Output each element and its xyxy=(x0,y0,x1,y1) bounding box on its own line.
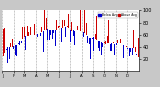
Bar xyxy=(20,42,21,59)
Bar xyxy=(34,24,35,35)
Bar xyxy=(30,27,31,35)
Bar xyxy=(62,20,63,28)
Bar xyxy=(61,28,62,42)
Bar xyxy=(133,30,134,48)
Bar xyxy=(49,30,50,40)
Bar xyxy=(51,29,52,30)
Bar xyxy=(124,38,125,45)
Bar xyxy=(67,26,68,27)
Bar xyxy=(13,46,14,49)
Bar xyxy=(56,20,57,30)
Bar xyxy=(136,54,137,55)
Bar xyxy=(53,30,54,33)
Bar xyxy=(74,31,75,45)
Bar xyxy=(32,31,33,35)
Bar xyxy=(111,43,112,51)
Legend: Below Avg, Above Avg: Below Avg, Above Avg xyxy=(98,12,138,18)
Bar xyxy=(43,31,44,52)
Bar xyxy=(16,45,17,56)
Bar xyxy=(58,26,59,28)
Bar xyxy=(84,10,85,33)
Bar xyxy=(65,27,66,37)
Bar xyxy=(28,32,29,36)
Bar xyxy=(107,36,108,43)
Bar xyxy=(96,16,97,40)
Bar xyxy=(102,43,103,47)
Bar xyxy=(120,39,121,43)
Bar xyxy=(72,30,73,40)
Bar xyxy=(83,32,84,37)
Bar xyxy=(46,18,47,30)
Bar xyxy=(108,20,109,43)
Bar xyxy=(132,48,133,55)
Bar xyxy=(41,27,42,32)
Bar xyxy=(86,23,87,35)
Bar xyxy=(119,37,120,43)
Bar xyxy=(25,36,26,50)
Bar xyxy=(55,30,56,46)
Bar xyxy=(9,47,10,59)
Bar xyxy=(138,38,139,57)
Bar xyxy=(50,30,51,35)
Bar xyxy=(123,45,124,58)
Bar xyxy=(80,10,81,31)
Bar xyxy=(101,42,102,55)
Bar xyxy=(81,23,82,31)
Bar xyxy=(21,41,22,44)
Bar xyxy=(70,30,71,42)
Bar xyxy=(18,43,19,44)
Bar xyxy=(71,22,72,31)
Bar xyxy=(19,41,20,45)
Bar xyxy=(98,41,99,48)
Bar xyxy=(27,26,28,36)
Bar xyxy=(10,43,11,47)
Bar xyxy=(52,30,53,39)
Bar xyxy=(95,34,96,39)
Bar xyxy=(37,34,38,37)
Bar xyxy=(4,28,5,53)
Bar xyxy=(3,29,4,56)
Bar xyxy=(89,38,90,44)
Bar xyxy=(90,38,91,59)
Bar xyxy=(121,44,122,48)
Bar xyxy=(77,26,78,30)
Bar xyxy=(22,27,23,39)
Bar xyxy=(117,40,118,43)
Bar xyxy=(135,47,136,52)
Bar xyxy=(131,44,132,49)
Bar xyxy=(126,46,127,48)
Bar xyxy=(91,37,92,44)
Bar xyxy=(93,37,94,51)
Bar xyxy=(39,33,40,35)
Bar xyxy=(40,33,41,36)
Bar xyxy=(112,43,113,53)
Bar xyxy=(15,45,16,55)
Bar xyxy=(92,38,93,39)
Bar xyxy=(114,44,115,55)
Bar xyxy=(122,40,123,44)
Bar xyxy=(105,41,106,44)
Bar xyxy=(68,14,69,28)
Bar xyxy=(44,10,45,30)
Bar xyxy=(129,48,130,56)
Bar xyxy=(79,27,80,30)
Bar xyxy=(110,44,111,51)
